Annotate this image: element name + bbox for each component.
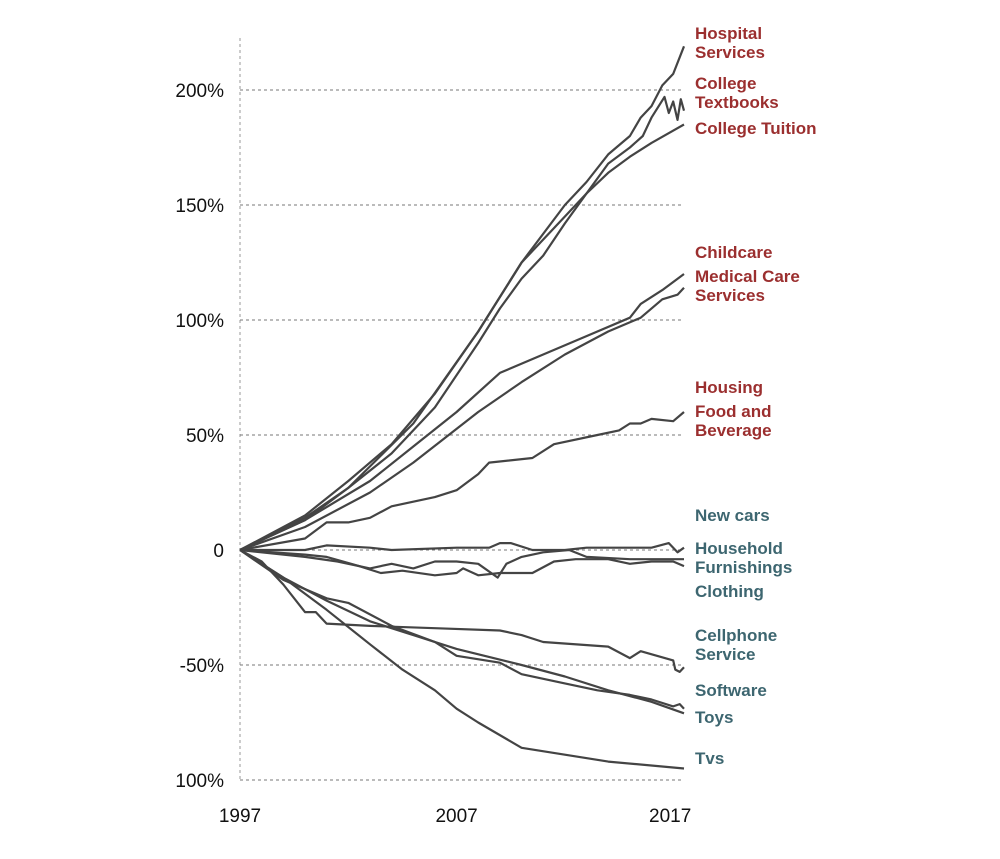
y-tick-label: -50%: [180, 656, 224, 677]
series-line-tvs: [239, 549, 685, 770]
label-cellphone-service: Cellphone Service: [695, 626, 778, 664]
label-household-furnishings: Household Furnishings: [695, 539, 793, 577]
label-housing: Housing: [695, 378, 763, 397]
series-line-clothing: [239, 548, 684, 579]
series-line-college-tuition: [239, 123, 685, 551]
label-medical-care: Medical Care Services: [695, 267, 800, 305]
y-tick-label: 200%: [175, 81, 224, 102]
y-tick-label: 50%: [186, 426, 224, 447]
series-line-software: [239, 549, 685, 710]
series-line-childcare: [239, 273, 685, 551]
label-college-tuition: College Tuition: [695, 119, 817, 138]
label-college-textbooks: College Textbooks: [695, 74, 779, 112]
label-food-beverage: Food and Beverage: [695, 402, 772, 440]
x-tick-label: 2017: [649, 806, 691, 827]
label-new-cars: New cars: [695, 506, 770, 525]
y-tick-label: 0: [213, 541, 224, 562]
x-tick-label: 1997: [219, 806, 261, 827]
y-tick-label: 100%: [175, 311, 224, 332]
series-line-medical-care-services: [239, 287, 685, 552]
y-tick-label: 100%: [175, 771, 224, 792]
series-line-toys: [239, 549, 685, 715]
label-tvs: Tvs: [695, 749, 725, 768]
series-line-cellphone-service: [239, 549, 685, 673]
series-line-new-cars: [240, 542, 685, 554]
label-hospital-services: Hospital Services: [695, 24, 765, 62]
label-childcare: Childcare: [695, 243, 773, 262]
series-line-hospital-services: [239, 45, 686, 551]
label-software: Software: [695, 681, 767, 700]
series-line-housing-food-and-beverage: [239, 411, 685, 552]
x-tick-label: 2007: [435, 806, 477, 827]
label-toys: Toys: [695, 708, 734, 727]
y-tick-label: 150%: [175, 196, 224, 217]
label-clothing: Clothing: [695, 582, 764, 601]
